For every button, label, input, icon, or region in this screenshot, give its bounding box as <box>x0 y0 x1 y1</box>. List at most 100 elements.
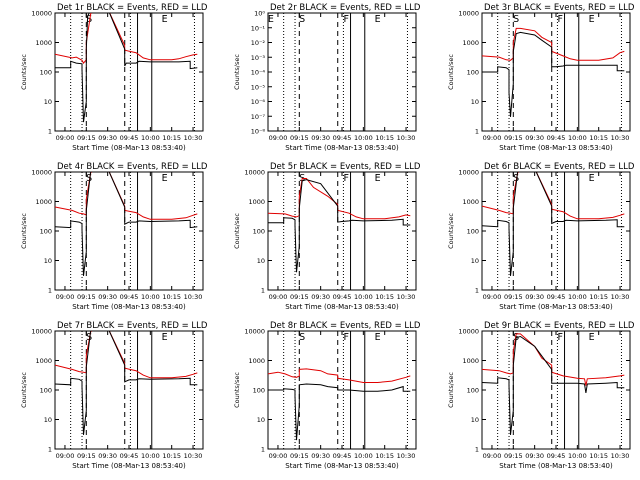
series-line-events <box>268 179 411 273</box>
y-axis-label: Counts/sec <box>233 213 241 249</box>
x-tick-label: 09:30 <box>311 293 330 301</box>
x-tick-label: 09:15 <box>504 134 523 142</box>
y-tick-label: 1 <box>475 128 479 136</box>
x-tick-label: 09:15 <box>290 134 309 142</box>
series-line-lld <box>55 172 198 220</box>
plot-frame <box>54 330 204 450</box>
series-line-lld <box>55 331 198 379</box>
marker-label: E <box>589 332 595 343</box>
x-axis-label: Start Time (08-Mar-13 08:53:40) <box>285 303 399 311</box>
x-tick-label: 09:00 <box>56 452 75 460</box>
chart-title: Det 3r BLACK = Events, RED = LLD <box>484 3 635 13</box>
y-tick-label: 100 <box>253 228 265 236</box>
plot-frame <box>54 12 204 132</box>
y-tick-label: 1 <box>475 446 479 454</box>
x-tick-label: 09:45 <box>120 134 139 142</box>
chart-title: Det 1r BLACK = Events, RED = LLD <box>57 3 208 13</box>
marker-label: E <box>162 14 168 25</box>
plot-frame <box>267 171 417 291</box>
y-tick-label: 10 <box>471 98 479 106</box>
series-line-lld <box>268 368 411 383</box>
y-axis-label: Counts/sec <box>233 372 241 408</box>
detector-panel: Det 4r BLACK = Events, RED = LLD Start Ti… <box>20 162 208 311</box>
y-tick-label: 10000 <box>458 10 479 18</box>
y-tick-label: 100 <box>467 387 479 395</box>
x-tick-label: 10:30 <box>397 293 416 301</box>
detector-panel: Det 7r BLACK = Events, RED = LLD Start Ti… <box>20 321 208 470</box>
y-tick-label: 10000 <box>31 328 52 336</box>
detector-panel: Det 8r BLACK = Events, RED = LLD Start Ti… <box>233 321 421 470</box>
marker-label: E <box>589 173 595 184</box>
y-tick-label: 10000 <box>31 10 52 18</box>
x-tick-label: 10:00 <box>141 293 160 301</box>
x-axis-label: Start Time (08-Mar-13 08:53:40) <box>499 144 613 152</box>
x-tick-label: 09:30 <box>525 134 544 142</box>
x-tick-label: 09:00 <box>269 134 288 142</box>
series-line-lld <box>482 27 625 61</box>
y-axis-label: Counts/sec <box>447 54 455 90</box>
x-tick-label: 09:30 <box>311 452 330 460</box>
x-tick-label: 09:00 <box>269 452 288 460</box>
y-tick-label: 1 <box>48 287 52 295</box>
x-tick-label: 09:45 <box>547 134 566 142</box>
x-tick-label: 09:30 <box>525 452 544 460</box>
x-tick-label: 10:00 <box>141 134 160 142</box>
x-tick-label: 09:30 <box>311 134 330 142</box>
chart-title: Det 4r BLACK = Events, RED = LLD <box>57 162 208 172</box>
y-tick-label: 100 <box>253 387 265 395</box>
marker-label: E <box>375 14 381 25</box>
y-tick-label: 10⁻³ <box>251 54 266 62</box>
x-tick-label: 10:30 <box>397 452 416 460</box>
x-tick-label: 10:30 <box>184 134 203 142</box>
series-line-events <box>55 172 198 276</box>
chart-title: Det 9r BLACK = Events, RED = LLD <box>484 321 635 331</box>
x-tick-label: 09:00 <box>483 452 502 460</box>
y-tick-label: 1 <box>475 287 479 295</box>
y-tick-label: 1000 <box>35 198 52 206</box>
y-tick-label: 100 <box>467 69 479 77</box>
marker-label: E <box>375 332 381 343</box>
marker-label: F <box>344 173 349 184</box>
detector-panel: Det 6r BLACK = Events, RED = LLD Start Ti… <box>447 162 635 311</box>
y-tick-label: 100 <box>40 228 52 236</box>
detector-panel: Det 9r BLACK = Events, RED = LLD Start Ti… <box>447 321 635 470</box>
chart-title: Det 2r BLACK = Events, RED = LLD <box>270 3 421 13</box>
x-tick-label: 09:30 <box>98 293 117 301</box>
x-tick-label: 09:00 <box>483 293 502 301</box>
x-axis-label: Start Time (08-Mar-13 08:53:40) <box>499 303 613 311</box>
x-axis-label: Start Time (08-Mar-13 08:53:40) <box>72 144 186 152</box>
y-tick-label: 1000 <box>248 198 265 206</box>
chart-title: Det 8r BLACK = Events, RED = LLD <box>270 321 421 331</box>
x-tick-label: 10:30 <box>397 134 416 142</box>
y-tick-label: 10000 <box>458 169 479 177</box>
x-tick-label: 10:00 <box>568 452 587 460</box>
y-tick-label: 10000 <box>244 328 265 336</box>
x-tick-label: 10:30 <box>184 452 203 460</box>
y-tick-label: 10⁻⁷ <box>251 113 266 121</box>
y-axis-label: Counts/sec <box>447 213 455 249</box>
x-tick-label: 10:15 <box>375 134 394 142</box>
chart-title: Det 6r BLACK = Events, RED = LLD <box>484 162 635 172</box>
x-tick-label: 10:30 <box>611 452 630 460</box>
y-tick-label: 10 <box>44 257 52 265</box>
series-line-lld <box>55 13 198 64</box>
series-line-lld <box>482 172 625 220</box>
y-tick-label: 1 <box>48 128 52 136</box>
chart-title: Det 7r BLACK = Events, RED = LLD <box>57 321 208 331</box>
x-tick-label: 09:15 <box>77 452 96 460</box>
y-tick-label: 100 <box>40 69 52 77</box>
y-tick-label: 10 <box>257 416 265 424</box>
y-tick-label: 10 <box>44 98 52 106</box>
x-tick-label: 09:30 <box>98 452 117 460</box>
marker-label: S <box>86 14 92 25</box>
y-tick-label: 10⁻¹ <box>251 24 266 32</box>
detector-panel: Det 3r BLACK = Events, RED = LLD Start Ti… <box>447 3 635 152</box>
x-tick-label: 10:30 <box>184 293 203 301</box>
y-axis-label: Counts/sec <box>20 372 28 408</box>
y-tick-label: 10⁻⁵ <box>251 83 266 91</box>
plot-frame <box>267 12 417 132</box>
marker-label: E <box>162 173 168 184</box>
y-tick-label: 1000 <box>462 39 479 47</box>
y-tick-label: 1000 <box>248 357 265 365</box>
